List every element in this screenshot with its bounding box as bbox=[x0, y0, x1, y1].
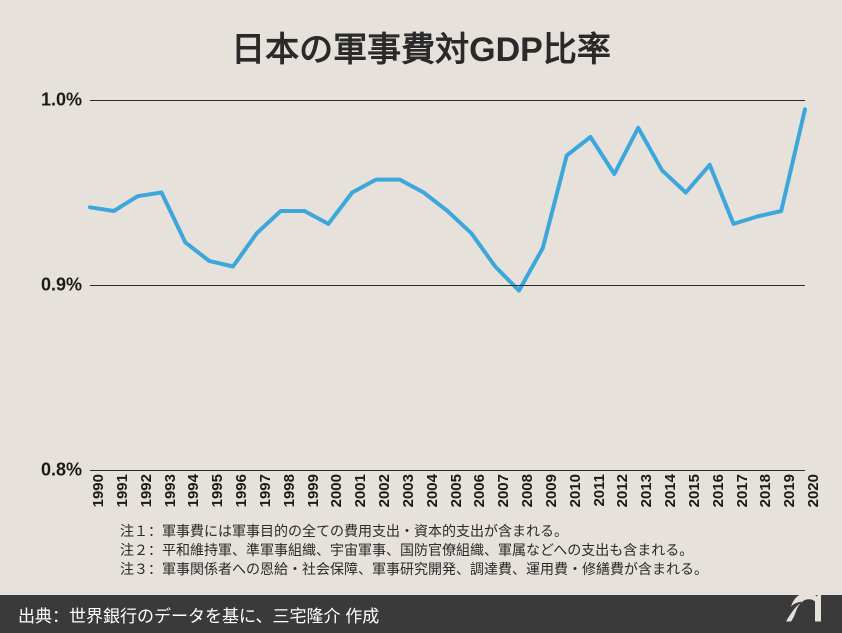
x-axis-label: 1991 bbox=[114, 470, 131, 507]
y-axis-label: 0.9% bbox=[41, 275, 90, 296]
x-axis-label: 2009 bbox=[543, 470, 560, 507]
plot-area: 0.8%0.9%1.0%1990199119921993199419951996… bbox=[90, 100, 805, 470]
x-axis-label: 1993 bbox=[162, 470, 179, 507]
x-axis-label: 2013 bbox=[638, 470, 655, 507]
source-text: 出典：世界銀行のデータを基に、三宅隆介 作成 bbox=[18, 602, 379, 627]
note-line: 注３：軍事関係者への恩給・社会保障、軍事研究開発、調達費、運用費・修繕費が含まれ… bbox=[120, 560, 708, 579]
x-axis-label: 1996 bbox=[233, 470, 250, 507]
x-axis-label: 2016 bbox=[710, 470, 727, 507]
x-axis-label: 1998 bbox=[281, 470, 298, 507]
x-axis-label: 1997 bbox=[257, 470, 274, 507]
x-axis-label: 1992 bbox=[138, 470, 155, 507]
y-axis-label: 1.0% bbox=[41, 90, 90, 111]
x-axis-label: 1990 bbox=[90, 470, 107, 507]
gridline bbox=[90, 285, 805, 286]
source-footer: 出典：世界銀行のデータを基に、三宅隆介 作成 bbox=[0, 595, 842, 633]
x-axis-label: 2000 bbox=[328, 470, 345, 507]
x-axis-label: 2011 bbox=[591, 470, 608, 507]
note-line: 注１：軍事費には軍事目的の全ての費用支出・資本的支出が含まれる。 bbox=[120, 522, 708, 541]
x-axis-label: 2010 bbox=[567, 470, 584, 507]
x-axis-label: 2014 bbox=[662, 470, 679, 507]
x-axis-label: 2015 bbox=[686, 470, 703, 507]
gridline bbox=[90, 100, 805, 101]
x-axis-label: 1995 bbox=[209, 470, 226, 507]
note-line: 注２：平和維持軍、準軍事組織、宇宙軍事、国防官僚組織、軍属などへの支出も含まれる… bbox=[120, 541, 708, 560]
x-axis-label: 2008 bbox=[519, 470, 536, 507]
x-axis-label: 2019 bbox=[781, 470, 798, 507]
x-axis-label: 2020 bbox=[805, 470, 822, 507]
x-axis-label: 1994 bbox=[185, 470, 202, 507]
x-axis-label: 1999 bbox=[305, 470, 322, 507]
chart-container: 日本の軍事費対GDP比率 0.8%0.9%1.0%199019911992199… bbox=[0, 0, 842, 595]
logo-icon bbox=[776, 579, 826, 629]
x-axis-label: 2007 bbox=[495, 470, 512, 507]
x-axis-label: 2006 bbox=[471, 470, 488, 507]
chart-notes: 注１：軍事費には軍事目的の全ての費用支出・資本的支出が含まれる。注２：平和維持軍… bbox=[120, 522, 708, 579]
x-axis-label: 2017 bbox=[734, 470, 751, 507]
y-axis-label: 0.8% bbox=[41, 460, 90, 481]
x-axis-label: 2001 bbox=[352, 470, 369, 507]
x-axis-label: 2003 bbox=[400, 470, 417, 507]
chart-title: 日本の軍事費対GDP比率 bbox=[0, 0, 842, 71]
x-axis-label: 2004 bbox=[424, 470, 441, 507]
x-axis-label: 2012 bbox=[614, 470, 631, 507]
x-axis-label: 2002 bbox=[376, 470, 393, 507]
x-axis-label: 2018 bbox=[757, 470, 774, 507]
x-axis-label: 2005 bbox=[448, 470, 465, 507]
